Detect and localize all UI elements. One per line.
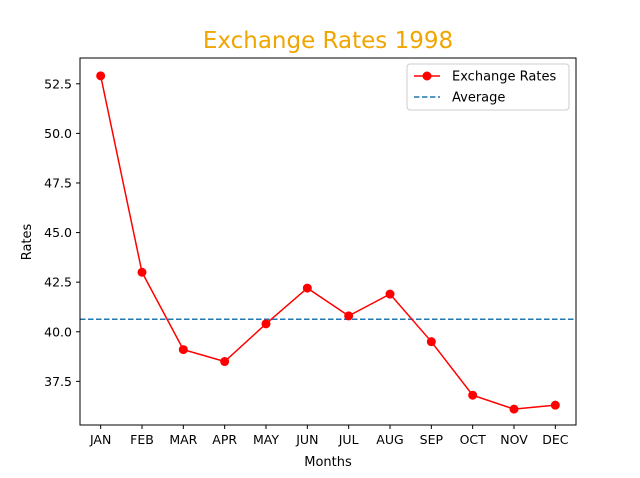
x-tick-label: APR [212, 432, 237, 447]
data-point-sep [426, 337, 436, 347]
x-tick-label: OCT [460, 432, 487, 447]
legend-series-marker [422, 71, 432, 81]
legend: Exchange Rates Average [406, 63, 570, 111]
data-point-may [261, 319, 271, 329]
data-point-mar [178, 345, 188, 355]
legend-average-label: Average [452, 91, 505, 106]
y-tick-label: 47.5 [44, 175, 72, 190]
series-line [99, 75, 556, 410]
x-tick-label: DEC [542, 432, 569, 447]
y-axis-label: Rates [20, 223, 35, 260]
data-point-oct [468, 390, 478, 400]
data-point-apr [220, 357, 230, 367]
data-point-jun [302, 283, 312, 293]
x-tick-label: MAY [253, 432, 279, 447]
x-tick-label: JUL [338, 432, 359, 447]
x-tick-label: FEB [130, 432, 154, 447]
series-layer [96, 71, 560, 414]
x-tick-label: JUN [295, 432, 318, 447]
data-point-nov [509, 404, 519, 414]
x-axis-label: Months [304, 455, 352, 470]
chart-title: Exchange Rates 1998 [203, 28, 453, 54]
x-tick-label: MAR [169, 432, 197, 447]
plot-area [80, 58, 576, 425]
data-point-jul [344, 311, 354, 321]
plot-frame [79, 57, 577, 426]
y-tick-label: 52.5 [44, 76, 72, 91]
x-tick-label: NOV [500, 432, 528, 447]
legend-box [406, 63, 570, 111]
data-point-dec [550, 400, 560, 410]
y-tick-label: 42.5 [44, 275, 72, 290]
y-tick-label: 45.0 [44, 225, 72, 240]
x-tick-label: SEP [420, 432, 444, 447]
x-axis: JAN FEB MAR APR MAY JUN JUL AUG SEP OCT NOV DEC [89, 425, 569, 447]
data-point-feb [137, 267, 147, 277]
x-tick-label: AUG [376, 432, 403, 447]
y-tick-label: 40.0 [44, 324, 72, 339]
legend-series-label: Exchange Rates [452, 70, 556, 85]
y-axis: 37.5 40.0 42.5 45.0 47.5 50.0 52.5 [44, 76, 80, 389]
x-tick-label: JAN [89, 432, 111, 447]
y-tick-label: 37.5 [44, 374, 72, 389]
y-tick-label: 50.0 [44, 126, 72, 141]
data-point-jan [96, 71, 106, 81]
data-point-aug [385, 289, 395, 299]
